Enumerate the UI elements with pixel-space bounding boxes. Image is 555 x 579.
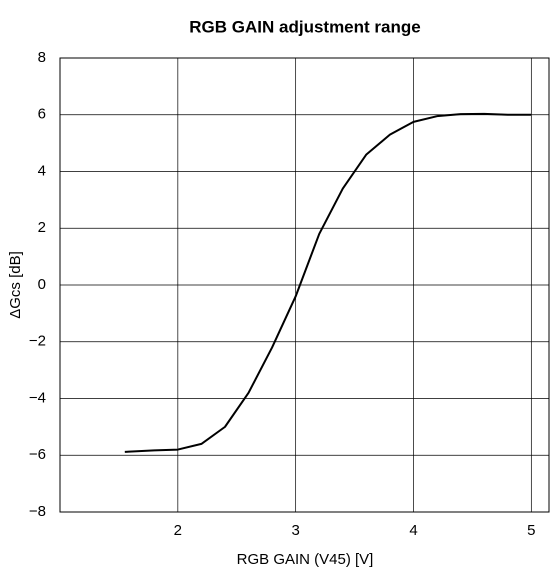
- chart-title: RGB GAIN adjustment range: [189, 17, 420, 36]
- y-tick-label: 2: [38, 219, 46, 236]
- y-tick-label: −4: [29, 389, 46, 406]
- x-axis-label: RGB GAIN (V45) [V]: [237, 551, 374, 568]
- plot-border: [59, 57, 550, 513]
- x-tick-label: 5: [527, 522, 535, 539]
- y-tick-label: −6: [29, 446, 46, 463]
- x-tick-label: 2: [174, 522, 182, 539]
- y-tick-label: 0: [38, 276, 46, 293]
- y-tick-label: −8: [29, 503, 46, 520]
- line-series: [124, 112, 532, 453]
- y-tick-label: 6: [38, 106, 46, 123]
- y-tick-label: 4: [38, 162, 46, 179]
- y-tick-label: −2: [29, 333, 46, 350]
- y-tick-label: 8: [38, 49, 46, 66]
- y-axis-label: ΔGcs [dB]: [7, 251, 24, 319]
- x-tick-label: 4: [409, 522, 417, 539]
- x-tick-label: 3: [291, 522, 299, 539]
